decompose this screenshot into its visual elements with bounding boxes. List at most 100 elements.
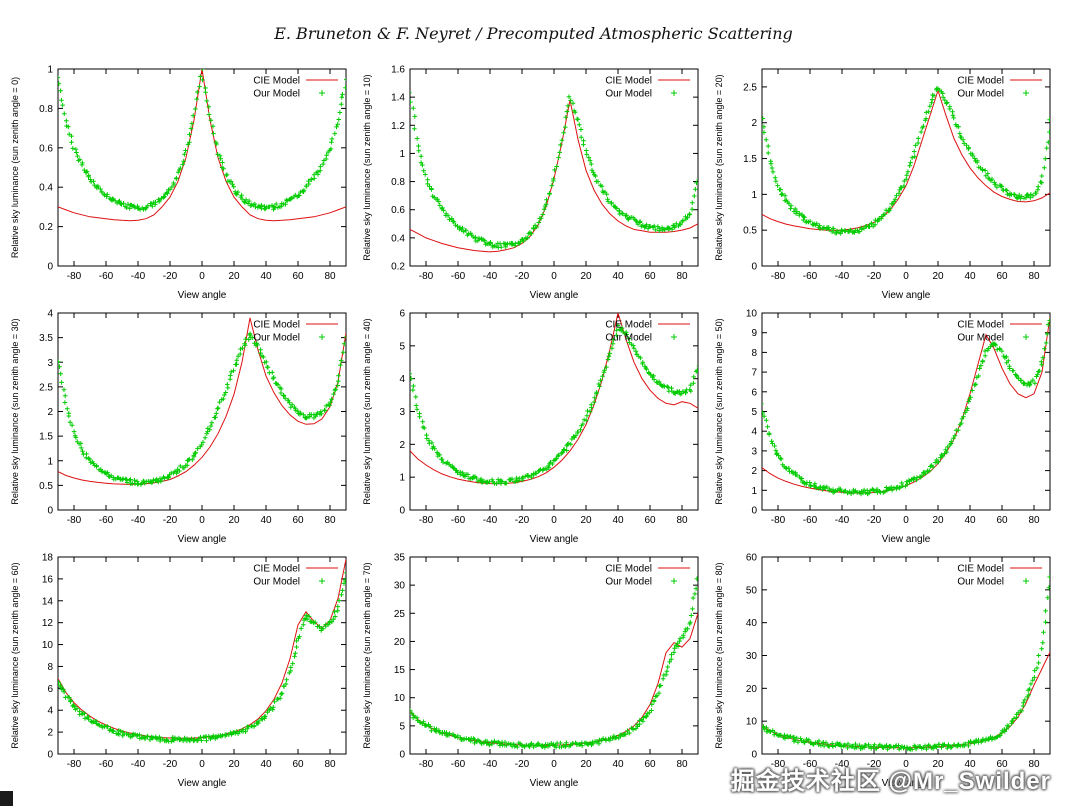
chart-sun-zenith-50: -80 -60 -40 -20 0 20 40 60 80 0 1 2 3 4 5 6 7 8 9 10 View an… (710, 304, 1062, 548)
x-tick-label: 60 (292, 515, 304, 526)
y-axis-label: Relative sky luminance (sun zenith angle… (10, 318, 20, 504)
legend-label: Our Model (253, 577, 300, 588)
x-tick-label: 20 (932, 271, 944, 282)
y-axis-label: Relative sky luminance (sun zenith angle… (362, 318, 372, 504)
legend-label: CIE Model (253, 564, 300, 575)
x-tick-label: 0 (903, 759, 909, 770)
y-tick-label: 2.5 (743, 82, 757, 93)
chart-svg: -80 -60 -40 -20 0 20 40 60 80 0 5 10 15 20 25 30 35 View … (362, 553, 699, 789)
chart-sun-zenith-70: -80 -60 -40 -20 0 20 40 60 80 0 5 10 15 20 25 30 35 View … (358, 548, 710, 792)
legend-label: CIE Model (957, 564, 1004, 575)
watermark: 掘金技术社区 @Mr_Swilder (730, 768, 1051, 795)
legend-plus-sample (1023, 334, 1029, 340)
y-tick-label: 1 (47, 65, 53, 76)
y-axis-label: Relative sky luminance (sun zenith angle… (362, 74, 372, 260)
y-tick-label: 0 (47, 750, 53, 761)
y-tick-label: 1.6 (391, 65, 405, 76)
x-tick-label: -20 (163, 271, 178, 282)
y-tick-label: 18 (42, 553, 54, 564)
x-tick-label: 0 (903, 271, 909, 282)
x-tick-label: 60 (996, 759, 1008, 770)
legend-plus-sample (319, 90, 325, 96)
legend-label: CIE Model (253, 320, 300, 331)
chart-sun-zenith-0: -80 -60 -40 -20 0 20 40 60 80 0 0.2 0.4 0.6 0.8 1 View … (6, 60, 358, 304)
x-tick-label: 40 (964, 271, 976, 282)
legend-plus-sample (1023, 578, 1029, 584)
y-tick-label: 8 (751, 348, 757, 359)
y-tick-label: 1 (399, 473, 405, 484)
x-tick-label: 40 (964, 515, 976, 526)
x-tick-label: 20 (932, 515, 944, 526)
y-tick-label: 0.8 (391, 177, 405, 188)
x-tick-label: -40 (131, 515, 146, 526)
x-tick-label: 80 (1028, 515, 1040, 526)
x-tick-label: -40 (483, 515, 498, 526)
y-tick-label: 1 (751, 190, 757, 201)
y-tick-label: 0.5 (743, 226, 757, 237)
x-tick-label: 40 (260, 515, 272, 526)
y-tick-label: 30 (746, 651, 758, 662)
chart-svg: -80 -60 -40 -20 0 20 40 60 80 0 1 2 3 4 5 6 View angle Re… (362, 309, 699, 545)
x-tick-label: 80 (676, 271, 688, 282)
y-tick-label: 20 (746, 684, 758, 695)
chart-sun-zenith-80: -80 -60 -40 -20 0 20 40 60 80 0 10 20 30 40 50 60 View a… (710, 548, 1062, 792)
y-tick-label: 5 (399, 341, 405, 352)
legend-label: CIE Model (253, 76, 300, 87)
x-tick-label: 80 (324, 759, 336, 770)
y-tick-label: 60 (746, 553, 758, 564)
legend-label: CIE Model (605, 564, 652, 575)
our-model-points (762, 574, 1050, 752)
x-tick-label: -60 (451, 271, 466, 282)
y-tick-label: 8 (47, 662, 53, 673)
y-tick-label: 6 (399, 309, 405, 320)
y-tick-label: 10 (42, 640, 54, 651)
y-tick-label: 0.2 (391, 262, 405, 273)
x-tick-label: -80 (771, 271, 786, 282)
watermark-corner-mark (0, 791, 13, 806)
plot-frame (57, 312, 347, 511)
x-tick-label: 80 (324, 515, 336, 526)
x-tick-label: -80 (67, 759, 82, 770)
y-tick-label: 1 (47, 456, 53, 467)
legend-plus-sample (319, 334, 325, 340)
chart-sun-zenith-20: -80 -60 -40 -20 0 20 40 60 80 0 0.5 1 1.5 2 2.5 View an… (710, 60, 1062, 304)
y-tick-label: 4 (399, 374, 405, 385)
x-tick-label: 0 (903, 515, 909, 526)
x-tick-label: 20 (580, 515, 592, 526)
x-tick-label: 20 (228, 515, 240, 526)
x-tick-label: 60 (292, 271, 304, 282)
x-tick-label: -20 (515, 515, 530, 526)
legend-label: Our Model (605, 577, 652, 588)
x-tick-label: 0 (551, 759, 557, 770)
chart-svg: -80 -60 -40 -20 0 20 40 60 80 0.2 0.4 0.6 0.8 1 1.2 1.4… (362, 65, 699, 301)
x-tick-label: 40 (612, 271, 624, 282)
chart-svg: -80 -60 -40 -20 0 20 40 60 80 0 0.5 1 1.5 2 2.5 3 3.5 4 Vi… (10, 309, 347, 545)
y-tick-label: 3 (399, 407, 405, 418)
y-tick-label: 2 (47, 728, 53, 739)
y-tick-label: 9 (751, 328, 757, 339)
our-model-points (58, 69, 346, 212)
our-model-points (410, 323, 698, 486)
plot-frame (761, 312, 1051, 511)
x-tick-label: 0 (199, 759, 205, 770)
chart-svg: -80 -60 -40 -20 0 20 40 60 80 0 10 20 30 40 50 60 View a… (714, 553, 1051, 789)
y-tick-label: 0 (47, 506, 53, 517)
y-tick-label: 50 (746, 585, 758, 596)
x-tick-label: 60 (644, 759, 656, 770)
x-tick-label: -60 (451, 759, 466, 770)
y-tick-label: 25 (394, 609, 406, 620)
y-axis-label: Relative sky luminance (sun zenith angle… (714, 562, 724, 748)
y-tick-label: 10 (394, 693, 406, 704)
y-tick-label: 4 (47, 309, 53, 320)
y-tick-label: 12 (42, 618, 54, 629)
x-tick-label: 60 (996, 515, 1008, 526)
cie-model-line (410, 613, 698, 746)
plot-frame (761, 68, 1051, 267)
x-tick-label: -40 (835, 271, 850, 282)
cie-model-line (762, 651, 1050, 749)
y-tick-label: 0.5 (39, 481, 53, 492)
y-tick-label: 0 (399, 750, 405, 761)
x-tick-label: 80 (1028, 271, 1040, 282)
x-tick-label: -60 (803, 515, 818, 526)
x-tick-label: -40 (835, 759, 850, 770)
